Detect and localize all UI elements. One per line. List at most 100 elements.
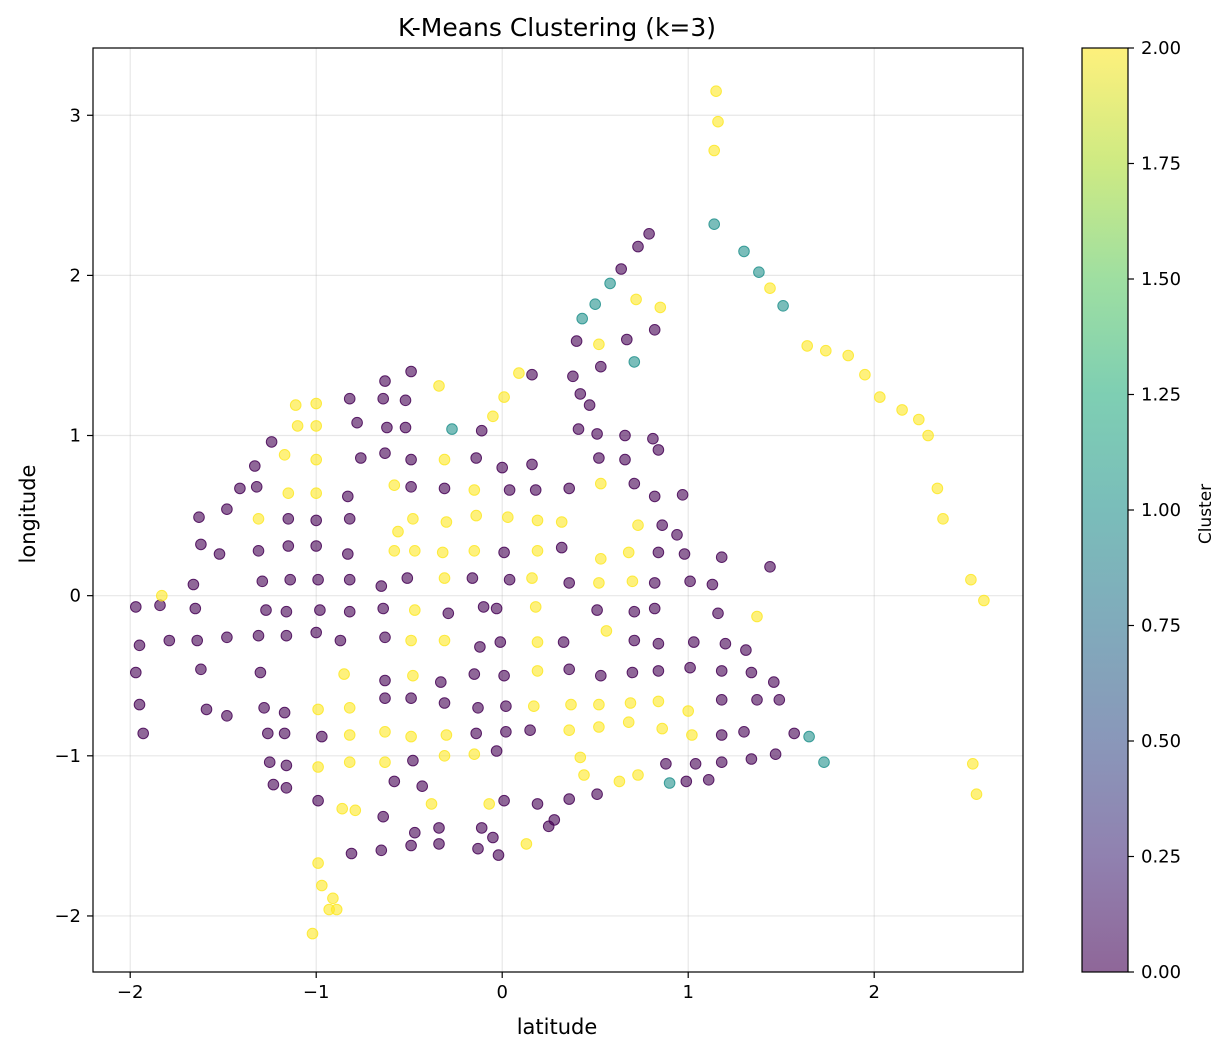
data-point-cluster-2 xyxy=(502,511,514,524)
data-point-cluster-0 xyxy=(342,490,354,503)
data-point-cluster-0 xyxy=(472,842,484,855)
data-point-cluster-0 xyxy=(399,421,412,434)
data-point-cluster-2 xyxy=(468,484,481,496)
data-point-cluster-2 xyxy=(842,349,855,362)
data-point-cluster-0 xyxy=(343,392,356,405)
data-point-cluster-0 xyxy=(626,666,639,679)
data-point-cluster-0 xyxy=(490,602,503,615)
data-point-cluster-0 xyxy=(252,545,265,557)
data-point-cluster-2 xyxy=(487,410,499,423)
data-point-cluster-0 xyxy=(355,452,367,464)
data-point-cluster-0 xyxy=(498,546,510,559)
data-point-cluster-0 xyxy=(688,636,700,648)
data-point-cluster-2 xyxy=(820,344,832,357)
x-tick-label: 2 xyxy=(868,982,879,1003)
data-point-cluster-0 xyxy=(555,541,568,554)
data-point-cluster-0 xyxy=(570,335,583,347)
data-point-cluster-0 xyxy=(591,604,603,616)
data-point-cluster-2 xyxy=(156,589,168,602)
data-point-cluster-2 xyxy=(392,525,404,538)
data-point-cluster-0 xyxy=(678,548,691,560)
data-point-cluster-0 xyxy=(619,453,631,466)
data-point-cluster-0 xyxy=(529,484,542,496)
colorbar-tick-label: 1.00 xyxy=(1141,500,1181,521)
data-point-cluster-0 xyxy=(500,726,512,738)
data-point-cluster-0 xyxy=(494,636,507,648)
y-tick-label: 1 xyxy=(70,426,81,447)
data-point-cluster-0 xyxy=(234,482,246,495)
data-point-cluster-0 xyxy=(524,724,536,737)
data-point-cluster-2 xyxy=(801,340,814,352)
data-point-cluster-2 xyxy=(712,115,724,128)
data-point-cluster-2 xyxy=(388,479,401,492)
colorbar-tick-label: 0.00 xyxy=(1141,962,1181,983)
data-point-cluster-0 xyxy=(751,694,763,706)
data-point-cluster-0 xyxy=(377,392,390,405)
data-point-cluster-0 xyxy=(195,538,207,551)
data-point-cluster-0 xyxy=(312,573,324,586)
data-point-cluster-0 xyxy=(278,706,291,719)
data-point-cluster-0 xyxy=(567,370,579,383)
data-point-cluster-0 xyxy=(706,578,719,591)
data-point-cluster-0 xyxy=(284,573,297,586)
data-point-cluster-2 xyxy=(312,703,324,716)
data-point-cluster-2 xyxy=(306,927,319,940)
data-point-cluster-2 xyxy=(436,546,449,559)
data-point-cluster-0 xyxy=(249,460,261,472)
data-point-cluster-0 xyxy=(399,394,412,407)
data-point-cluster-0 xyxy=(591,788,603,801)
data-point-cluster-0 xyxy=(133,698,146,711)
data-point-cluster-2 xyxy=(343,729,356,741)
colorbar-tick-label: 1.25 xyxy=(1141,385,1181,406)
data-point-cluster-0 xyxy=(500,700,512,713)
data-point-cluster-0 xyxy=(652,444,665,456)
data-point-cluster-0 xyxy=(531,798,544,810)
data-point-cluster-0 xyxy=(563,663,576,676)
data-point-cluster-0 xyxy=(643,228,655,240)
data-point-cluster-1 xyxy=(628,356,641,368)
data-point-cluster-2 xyxy=(710,85,722,97)
data-point-cluster-0 xyxy=(715,756,728,769)
data-point-cluster-1 xyxy=(663,777,676,789)
data-point-cluster-2 xyxy=(252,513,265,525)
data-point-cluster-2 xyxy=(312,761,324,773)
data-point-cluster-0 xyxy=(496,461,509,474)
data-point-cluster-0 xyxy=(563,793,576,805)
data-point-cluster-0 xyxy=(375,580,388,592)
data-point-cluster-0 xyxy=(526,368,538,381)
data-point-cluster-0 xyxy=(472,702,484,714)
data-point-cluster-2 xyxy=(316,879,328,892)
data-point-cluster-2 xyxy=(291,420,304,432)
data-point-cluster-0 xyxy=(477,601,490,613)
colorbar-tick-label: 0.50 xyxy=(1141,731,1181,752)
data-point-cluster-0 xyxy=(416,780,429,793)
data-point-cluster-1 xyxy=(738,245,750,258)
data-point-cluster-0 xyxy=(503,484,516,496)
data-point-cluster-0 xyxy=(572,423,585,435)
data-point-cluster-0 xyxy=(282,513,295,525)
data-point-cluster-0 xyxy=(310,540,323,552)
data-point-cluster-2 xyxy=(407,669,419,682)
data-point-cluster-1 xyxy=(576,312,589,325)
data-point-cluster-0 xyxy=(652,637,665,650)
data-point-cluster-0 xyxy=(632,240,644,253)
data-point-cluster-0 xyxy=(379,692,391,705)
data-point-cluster-0 xyxy=(250,481,263,493)
data-point-cluster-2 xyxy=(751,610,763,623)
data-point-cluster-0 xyxy=(492,849,505,861)
data-point-cluster-2 xyxy=(613,775,626,788)
data-point-cluster-2 xyxy=(656,722,669,735)
data-point-cluster-0 xyxy=(379,375,391,387)
data-point-cluster-0 xyxy=(595,669,607,682)
data-point-cluster-0 xyxy=(262,727,274,740)
y-tick-label: −2 xyxy=(54,906,81,927)
data-point-cluster-2 xyxy=(682,705,695,717)
data-point-cluster-2 xyxy=(526,572,538,584)
x-tick-label: −2 xyxy=(117,982,144,1003)
data-point-cluster-0 xyxy=(652,665,665,677)
data-point-cluster-0 xyxy=(738,726,750,738)
data-point-cluster-0 xyxy=(475,424,488,437)
data-point-cluster-0 xyxy=(256,575,269,588)
data-point-cluster-2 xyxy=(438,634,451,647)
data-point-cluster-0 xyxy=(773,694,786,706)
